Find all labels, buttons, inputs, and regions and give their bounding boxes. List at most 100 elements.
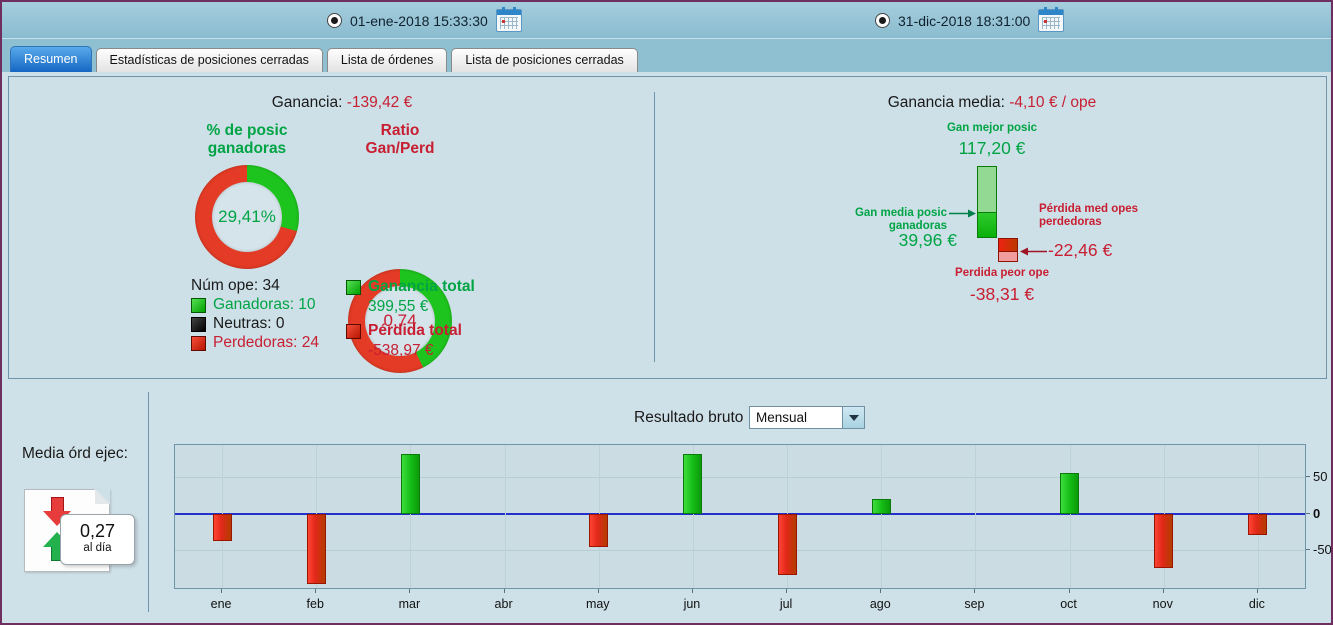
loss-bar [998, 238, 1018, 262]
bar-oct [1060, 472, 1080, 514]
y-tick-label: 50 [1313, 469, 1328, 485]
tab-estadisticas[interactable]: Estadísticas de posiciones cerradas [95, 48, 323, 72]
tab-resumen[interactable]: Resumen [10, 46, 92, 72]
y-tick [1306, 512, 1310, 514]
ganancia-title: Ganancia: -139,42 € [182, 94, 502, 112]
panel-divider [654, 92, 655, 362]
bar-ago [871, 498, 891, 514]
perdida-total-row: Pérdida total [346, 322, 462, 340]
y-tick [1306, 476, 1310, 478]
chevron-down-icon [848, 414, 859, 421]
x-tick [786, 589, 788, 593]
x-tick [315, 589, 317, 593]
red-square-icon [191, 335, 206, 351]
ganancia-media-title: Ganancia media: -4,10 € / ope [802, 94, 1182, 112]
green-square-icon [346, 279, 361, 295]
date-to-group: 31-dic-2018 18:31:00 [875, 7, 1065, 32]
x-tick [221, 589, 223, 593]
x-tick [1256, 589, 1258, 593]
y-tick-label: 0 [1313, 505, 1321, 521]
ganancia-media-value: -4,10 € / ope [1009, 94, 1097, 111]
bar-nov [1154, 513, 1174, 568]
x-tick [880, 589, 882, 593]
worst-pos-value: -38,31 € [969, 284, 1035, 304]
gridline [410, 445, 412, 588]
gridline [1069, 445, 1071, 588]
period-dropdown[interactable]: Mensual [749, 406, 865, 429]
bottom-divider [148, 392, 149, 612]
gridline [504, 445, 506, 588]
x-tick [503, 589, 505, 593]
donut-ratio-label: Ratio Gan/Perd [365, 122, 435, 157]
black-square-icon [191, 316, 206, 332]
avg-loss-label: Pérdida med opes perdedoras [1039, 203, 1139, 228]
bar-ene [212, 513, 232, 542]
media-ord-label: Media órd ejec: [22, 445, 128, 462]
tab-lista-posiciones[interactable]: Lista de posiciones cerradas [451, 48, 638, 72]
donut-win-label: % de posic ganadoras [206, 122, 288, 157]
chart-plot-area [174, 444, 1306, 589]
gridline [175, 477, 1305, 479]
x-tick-label: nov [1152, 597, 1173, 611]
x-tick-label: ago [869, 597, 891, 611]
bar-dic [1248, 513, 1268, 536]
x-tick [1068, 589, 1070, 593]
avg-win-value: 39,96 € [898, 230, 957, 250]
arrow-right-icon [949, 209, 976, 218]
bar-jul [777, 513, 797, 575]
x-tick-label: jul [779, 597, 793, 611]
x-tick [691, 589, 693, 593]
avg-win-label: Gan media posic ganadoras [854, 207, 947, 232]
calendar-icon[interactable] [1038, 7, 1065, 32]
x-tick-label: feb [306, 597, 324, 611]
x-tick-label: abr [494, 597, 513, 611]
calendar-icon[interactable] [495, 7, 522, 32]
date-from-radio[interactable] [327, 13, 342, 28]
arrow-left-icon [1020, 247, 1047, 256]
legend-neutras: Neutras: 0 [191, 315, 285, 333]
x-tick-label: ene [210, 597, 232, 611]
tab-lista-ordenes[interactable]: Lista de órdenes [326, 48, 448, 72]
media-ord-value: 0,27 [79, 521, 116, 541]
monthly-result-chart: 50 0 -50 ene feb mar abr may jun jul ago sep oct nov d… [174, 444, 1331, 619]
y-tick [1306, 549, 1310, 551]
x-tick [974, 589, 976, 593]
bar-jun [683, 453, 703, 514]
bar-may [589, 513, 609, 548]
date-toolbar: 01-ene-2018 15:33:30 31-dic-2018 18:31:0… [2, 2, 1331, 39]
best-pos-value: 117,20 € [958, 138, 1026, 158]
num-ope-label: Núm ope: 34 [191, 277, 280, 294]
date-from-label: 01-ene-2018 15:33:30 [350, 12, 488, 29]
ganancia-media-label: Ganancia media: [887, 94, 1005, 111]
win-bar [977, 166, 997, 238]
x-tick-label: sep [964, 597, 985, 611]
media-ord-unit: al día [83, 542, 112, 554]
x-tick-label: may [585, 597, 610, 611]
ganancia-total-value: 399,55 € [368, 298, 429, 315]
green-square-icon [191, 297, 206, 313]
ganancia-label: Ganancia: [271, 94, 343, 111]
donut-ratio: 0,74 [348, 269, 452, 373]
gridline [175, 550, 1305, 552]
gridline [881, 445, 883, 588]
x-tick [597, 589, 599, 593]
ganancia-value: -139,42 € [346, 94, 413, 111]
bar-feb [306, 513, 326, 584]
legend-perdedoras: Perdedoras: 24 [191, 334, 319, 352]
dropdown-arrow-button[interactable] [842, 407, 864, 428]
avg-loss-value: -22,46 € [1048, 240, 1113, 260]
x-tick [409, 589, 411, 593]
media-ord-value-box: 0,27 al día [60, 514, 135, 565]
ganancia-total-row: Ganancia total [346, 278, 475, 296]
x-tick-label: mar [398, 597, 421, 611]
chart-title: Resultado bruto [634, 409, 744, 426]
red-square-icon [346, 323, 361, 339]
x-tick-label: jun [683, 597, 701, 611]
date-from-group: 01-ene-2018 15:33:30 [327, 7, 522, 32]
gridline [975, 445, 977, 588]
date-to-radio[interactable] [875, 13, 890, 28]
x-tick [1162, 589, 1164, 593]
donut-win-pct: 29,41% [195, 165, 299, 269]
gridline [692, 445, 694, 588]
